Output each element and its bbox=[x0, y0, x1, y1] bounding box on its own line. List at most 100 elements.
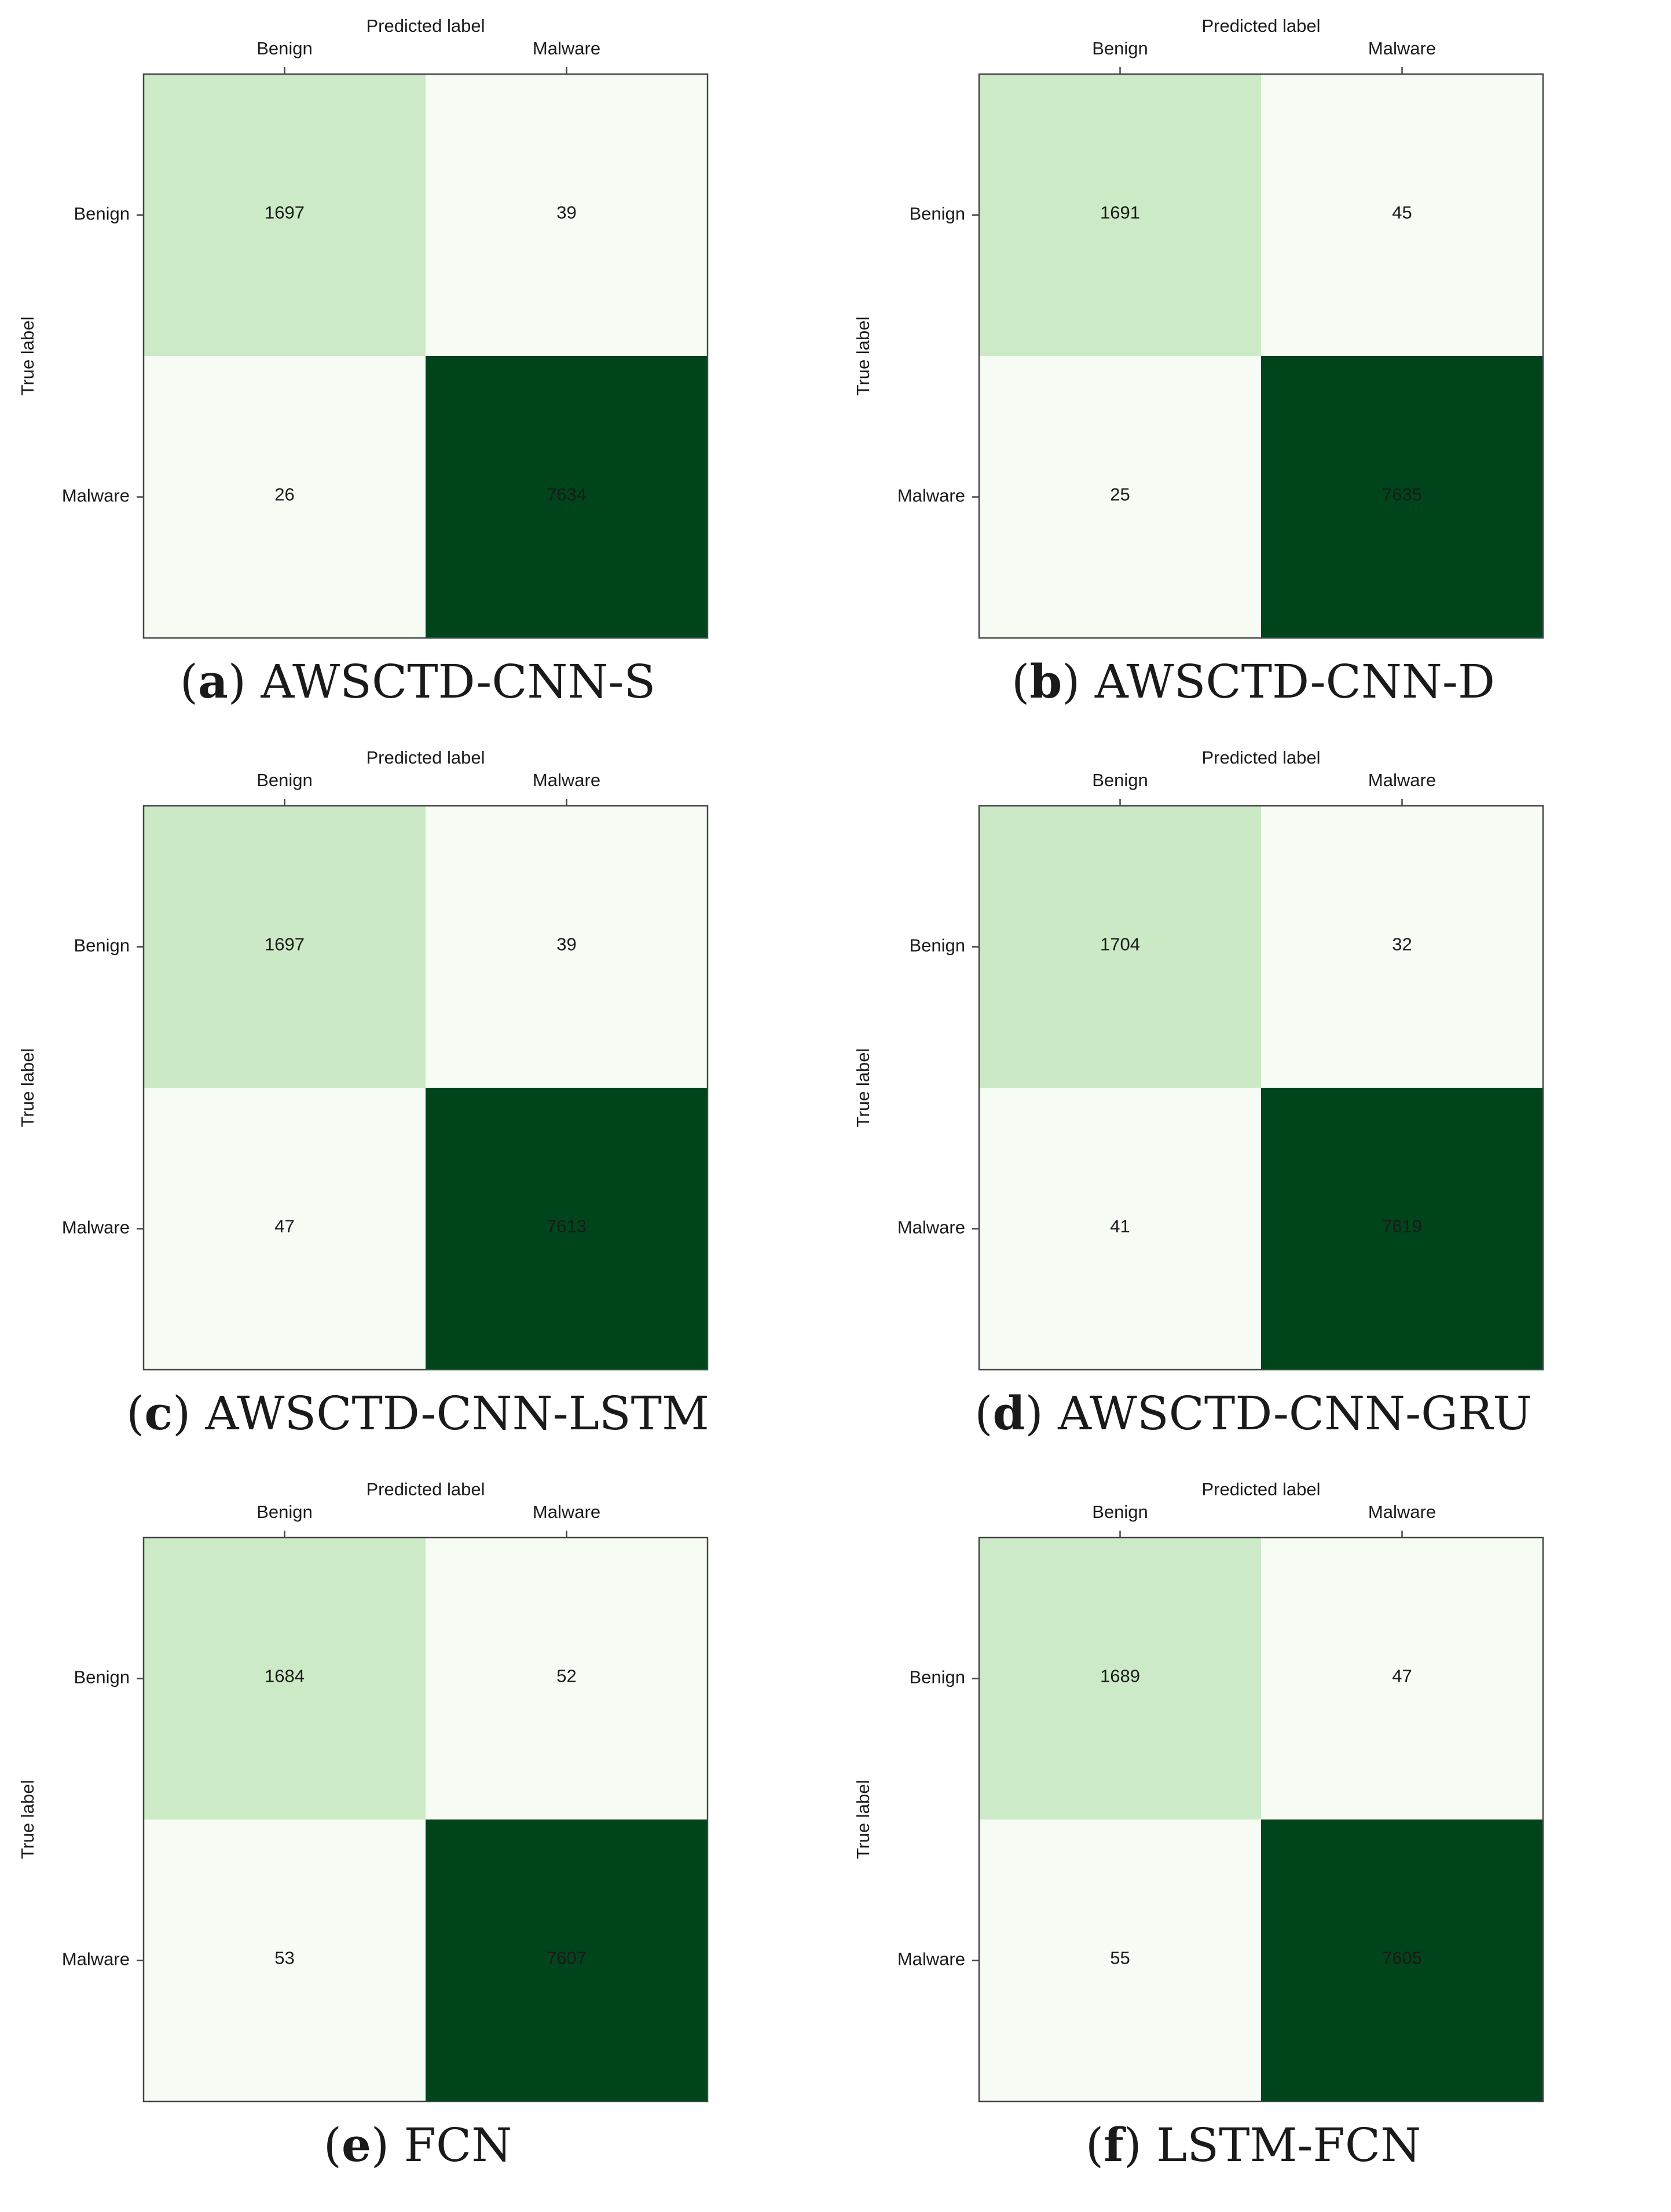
x-tick-label: Malware bbox=[533, 38, 600, 58]
cell-value: 45 bbox=[1392, 203, 1412, 223]
x-tick-label: Benign bbox=[256, 1502, 313, 1522]
cell-value: 7607 bbox=[547, 1948, 587, 1968]
cell-value: 39 bbox=[556, 203, 576, 223]
y-axis-title: True label bbox=[853, 1780, 873, 1859]
cell-value: 32 bbox=[1392, 934, 1412, 955]
x-tick-label: Benign bbox=[256, 38, 313, 58]
confusion-matrix-svg: 1691 45 25 7635 Benign Malware Predicted label… bbox=[853, 16, 1544, 639]
x-tick-label: Malware bbox=[533, 770, 600, 790]
x-axis-title: Predicted label bbox=[366, 747, 485, 768]
heatmap-cell bbox=[144, 74, 426, 356]
y-axis-title: True label bbox=[853, 317, 873, 396]
x-tick-label: Malware bbox=[1368, 770, 1436, 790]
plot-frame bbox=[978, 805, 1544, 1371]
panel-caption: (f) LSTM-FCN bbox=[1085, 2118, 1421, 2172]
caption-title: AWSCTD-CNN-GRU bbox=[1058, 1386, 1532, 1440]
cell-value: 47 bbox=[1392, 1666, 1412, 1686]
heatmap-cell bbox=[144, 1538, 426, 1820]
cell-value: 41 bbox=[1110, 1216, 1130, 1237]
plot-frame bbox=[978, 1536, 1544, 2103]
caption-title: AWSCTD-CNN-S bbox=[261, 655, 656, 709]
y-tick-label: Malware bbox=[62, 1217, 130, 1238]
cell-value: 39 bbox=[556, 934, 576, 955]
heatmap-cell bbox=[426, 74, 708, 356]
confusion-matrix-svg: 1704 32 41 7619 Benign Malware Predicted label… bbox=[853, 747, 1544, 1371]
x-tick-label: Malware bbox=[533, 1502, 600, 1522]
panel-caption: (d) AWSCTD-CNN-GRU bbox=[974, 1386, 1532, 1440]
x-tick-label: Malware bbox=[1368, 1502, 1436, 1522]
caption-title: AWSCTD-CNN-LSTM bbox=[205, 1386, 709, 1440]
panel-caption: (b) AWSCTD-CNN-D bbox=[1012, 654, 1495, 709]
cell-value: 7634 bbox=[547, 485, 587, 505]
plot-frame bbox=[142, 805, 709, 1371]
cell-value: 7613 bbox=[547, 1216, 587, 1237]
heatmap-cell bbox=[979, 1820, 1261, 2101]
y-tick-label: Benign bbox=[909, 204, 965, 224]
caption-letter: b bbox=[1029, 654, 1062, 709]
confusion-matrix-panel-a: 1697 39 26 7634 Benign Malware Predicted label… bbox=[0, 0, 836, 732]
heatmap-cell bbox=[426, 806, 708, 1088]
x-tick-label: Benign bbox=[1092, 38, 1148, 58]
cell-value: 26 bbox=[274, 485, 294, 505]
cell-value: 1689 bbox=[1100, 1666, 1140, 1686]
cell-value: 52 bbox=[556, 1666, 576, 1686]
confusion-matrix-svg: 1684 52 53 7607 Benign Malware Predicted label… bbox=[17, 1479, 709, 2103]
x-axis-title: Predicted label bbox=[1201, 1479, 1320, 1499]
y-tick-label: Benign bbox=[909, 1667, 965, 1688]
panel-caption: (c) AWSCTD-CNN-LSTM bbox=[126, 1386, 709, 1440]
panel-caption: (e) FCN bbox=[323, 2118, 512, 2172]
cell-value: 1697 bbox=[265, 934, 305, 955]
x-axis-title: Predicted label bbox=[366, 1479, 485, 1499]
caption-title: AWSCTD-CNN-D bbox=[1094, 655, 1495, 709]
cell-value: 25 bbox=[1110, 485, 1130, 505]
cell-value: 7635 bbox=[1382, 485, 1422, 505]
cell-value: 1684 bbox=[265, 1666, 305, 1686]
x-axis-title: Predicted label bbox=[366, 16, 485, 36]
y-axis-title: True label bbox=[17, 317, 38, 396]
x-axis-title: Predicted label bbox=[1201, 747, 1320, 768]
cell-value: 1691 bbox=[1100, 203, 1140, 223]
confusion-matrix-svg: 1697 39 26 7634 Benign Malware Predicted label… bbox=[17, 16, 709, 639]
x-tick-label: Benign bbox=[256, 770, 313, 790]
y-tick-label: Malware bbox=[62, 486, 130, 506]
confusion-matrix-panel-c: 1697 39 47 7613 Benign Malware Predicted label… bbox=[0, 732, 836, 1463]
y-tick-label: Benign bbox=[74, 936, 130, 956]
heatmap-cell bbox=[426, 1820, 708, 2101]
y-axis-title: True label bbox=[853, 1048, 873, 1128]
caption-letter: d bbox=[992, 1386, 1025, 1440]
cell-value: 1697 bbox=[265, 203, 305, 223]
y-tick-label: Benign bbox=[74, 1667, 130, 1688]
confusion-matrix-panel-e: 1684 52 53 7607 Benign Malware Predicted label… bbox=[0, 1463, 836, 2195]
heatmap-cell bbox=[1261, 1538, 1543, 1820]
cell-value: 47 bbox=[274, 1216, 294, 1237]
heatmap-cell bbox=[979, 356, 1261, 638]
confusion-matrix-svg: 1697 39 47 7613 Benign Malware Predicted label… bbox=[17, 747, 709, 1371]
heatmap-cell bbox=[144, 806, 426, 1088]
x-tick-label: Benign bbox=[1092, 770, 1148, 790]
plot-frame bbox=[978, 73, 1544, 639]
caption-letter: a bbox=[197, 654, 228, 709]
heatmap-cell bbox=[979, 806, 1261, 1088]
heatmap-cell bbox=[979, 74, 1261, 356]
confusion-matrix-panel-d: 1704 32 41 7619 Benign Malware Predicted label… bbox=[836, 732, 1671, 1463]
plot-frame bbox=[142, 73, 709, 639]
heatmap-cell bbox=[144, 1820, 426, 2101]
heatmap-cell bbox=[426, 1538, 708, 1820]
confusion-matrix-svg: 1689 47 55 7605 Benign Malware Predicted label… bbox=[853, 1479, 1544, 2103]
heatmap-cell bbox=[979, 1538, 1261, 1820]
caption-letter: f bbox=[1104, 2118, 1124, 2172]
cell-value: 55 bbox=[1110, 1948, 1130, 1968]
cell-value: 53 bbox=[274, 1948, 294, 1968]
caption-letter: e bbox=[341, 2118, 371, 2172]
y-axis-title: True label bbox=[17, 1780, 38, 1859]
y-tick-label: Malware bbox=[897, 1217, 965, 1238]
cell-value: 7619 bbox=[1382, 1216, 1422, 1237]
plot-frame bbox=[142, 1536, 709, 2103]
heatmap-cell bbox=[144, 356, 426, 638]
cell-value: 1704 bbox=[1100, 934, 1140, 955]
cell-value: 7605 bbox=[1382, 1948, 1422, 1968]
y-tick-label: Malware bbox=[897, 1949, 965, 1969]
y-tick-label: Benign bbox=[74, 204, 130, 224]
heatmap-cell bbox=[1261, 1820, 1543, 2101]
caption-letter: c bbox=[144, 1386, 173, 1440]
